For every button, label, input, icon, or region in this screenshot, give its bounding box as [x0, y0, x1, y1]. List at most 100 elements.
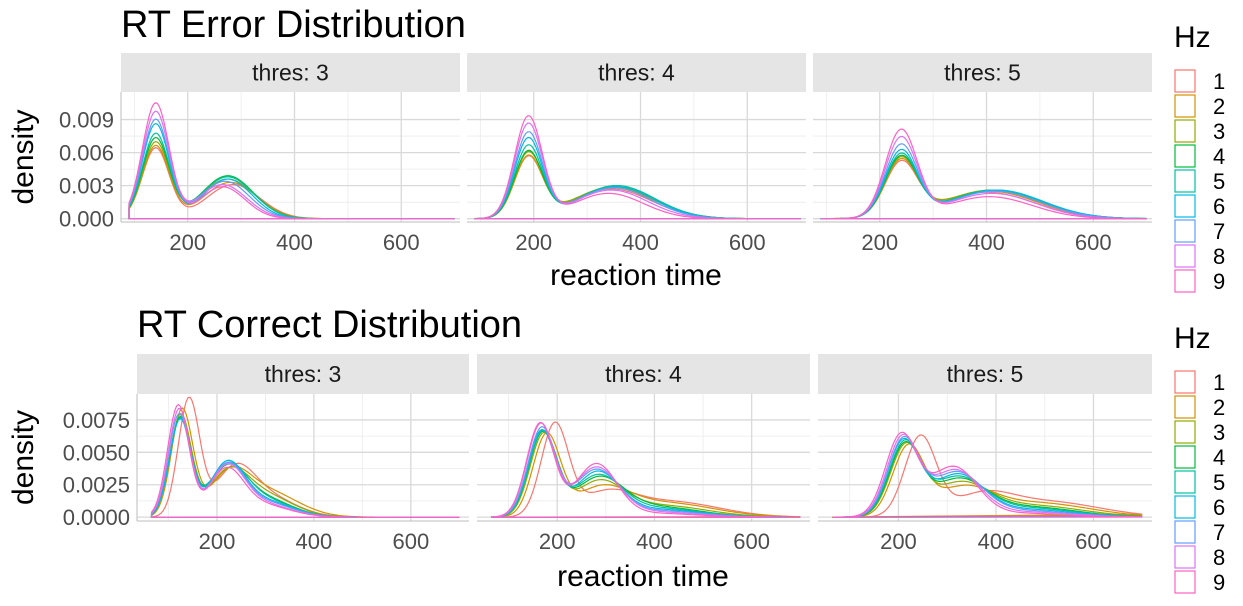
x-tick-label: 400	[296, 529, 333, 554]
y-axis-title: density	[7, 410, 40, 505]
series-line-hz-9	[474, 115, 801, 220]
legend-key	[1174, 395, 1196, 419]
legend-key	[1174, 219, 1196, 243]
series-line-hz-9	[128, 101, 455, 220]
legend-label: 4	[1213, 445, 1225, 470]
legend-key	[1174, 570, 1196, 594]
legend-key	[1174, 445, 1196, 469]
legend-item: 8	[1174, 244, 1225, 269]
legend-item: 9	[1174, 269, 1225, 294]
legend-key	[1174, 420, 1196, 444]
legend-key	[1174, 169, 1196, 193]
series-line-hz-5	[128, 132, 455, 220]
legend-label: 7	[1213, 219, 1225, 244]
facet-strip	[121, 53, 460, 92]
chart-title: RT Correct Distribution	[137, 304, 522, 346]
series-line-hz-3	[832, 441, 1143, 518]
legend-item: 4	[1174, 445, 1225, 470]
y-tick-label: 0.000	[59, 207, 114, 232]
series-line-hz-9	[821, 128, 1147, 220]
facet-strip-label: thres: 3	[252, 60, 329, 86]
legend-key	[1174, 520, 1196, 544]
legend-item: 6	[1174, 194, 1225, 219]
legend-item: 7	[1174, 219, 1225, 244]
legend-label: 5	[1213, 470, 1225, 495]
legend-key	[1174, 144, 1196, 168]
y-tick-label: 0.0075	[63, 408, 130, 433]
facet-strip	[818, 354, 1152, 394]
legend-label: 3	[1213, 420, 1225, 445]
series-line-hz-7	[150, 413, 460, 518]
legend-label: 7	[1213, 520, 1225, 545]
y-tick-label: 0.003	[59, 174, 114, 199]
x-tick-label: 400	[276, 230, 313, 255]
legend-label: 6	[1213, 495, 1225, 520]
facet-panel: thres: 4 200 400 600	[467, 53, 806, 255]
legend-label: 6	[1213, 194, 1225, 219]
legend-key	[1174, 194, 1196, 218]
series-line-hz-5	[832, 439, 1143, 518]
facet-strip	[477, 354, 810, 394]
legend-label: 9	[1213, 269, 1225, 294]
legend-key	[1174, 495, 1196, 519]
y-tick-label: 0.0025	[63, 473, 130, 498]
legend-label: 5	[1213, 169, 1225, 194]
x-tick-label: 400	[978, 529, 1015, 554]
chart-1: RT Error Distribution thres: 3 200 400 600 0.…	[7, 4, 1225, 294]
y-tick-label: 0.0000	[63, 505, 130, 530]
series-line-hz-4	[128, 136, 455, 220]
x-tick-label: 600	[383, 230, 420, 255]
series-line-hz-6	[128, 122, 455, 220]
legend-label: 8	[1213, 244, 1225, 269]
x-tick-label: 200	[861, 230, 898, 255]
legend-title: Hz	[1174, 21, 1211, 54]
x-tick-label: 400	[636, 529, 673, 554]
facet-strip	[137, 354, 469, 394]
legend-key	[1174, 545, 1196, 569]
series-line-hz-2	[490, 432, 801, 518]
x-tick-label: 200	[539, 529, 576, 554]
legend-key	[1174, 370, 1196, 394]
facet-panel: thres: 3 200 400 600 0.000 0.003 0.006 0.009	[59, 53, 460, 255]
chart-2: RT Correct Distribution thres: 3 200 400 600…	[7, 304, 1225, 595]
legend-key	[1174, 119, 1196, 143]
series-line-hz-1	[490, 421, 801, 518]
facet-strip-label: thres: 5	[944, 60, 1021, 86]
x-tick-label: 600	[1075, 230, 1112, 255]
legend-item: 3	[1174, 119, 1225, 144]
legend-label: 2	[1213, 94, 1225, 119]
legend-key	[1174, 94, 1196, 118]
facet-panel: thres: 4 200 400 600	[477, 354, 810, 554]
legend-label: 8	[1213, 545, 1225, 570]
legend-label: 1	[1213, 69, 1225, 94]
y-axis-title: density	[7, 109, 40, 204]
series-line-hz-9	[150, 403, 460, 518]
series-line-hz-9	[490, 421, 801, 518]
x-tick-label: 600	[733, 529, 770, 554]
facet-panel: thres: 5 200 400 600	[813, 53, 1152, 255]
facet-strip	[467, 53, 806, 92]
x-tick-label: 200	[199, 529, 236, 554]
legend-item: 1	[1174, 370, 1225, 395]
legend-key	[1174, 470, 1196, 494]
x-axis-title: reaction time	[550, 259, 722, 292]
legend-item: 2	[1174, 395, 1225, 420]
x-tick-label: 400	[622, 230, 659, 255]
x-tick-label: 600	[392, 529, 429, 554]
series-line-hz-2	[832, 443, 1143, 518]
legend-item: 5	[1174, 169, 1225, 194]
x-tick-label: 200	[515, 230, 552, 255]
series-line-hz-7	[820, 143, 1147, 220]
legend-item: 5	[1174, 470, 1225, 495]
series-line-hz-1	[474, 155, 801, 220]
legend-key	[1174, 244, 1196, 268]
x-tick-label: 400	[968, 230, 1005, 255]
facet-strip-label: thres: 4	[598, 60, 675, 86]
legend-item: 4	[1174, 144, 1225, 169]
x-axis-title: reaction time	[557, 560, 729, 593]
facet-panel: thres: 5 200 400 600	[818, 354, 1152, 554]
facet-strip	[813, 53, 1152, 92]
legend-item: 6	[1174, 495, 1225, 520]
